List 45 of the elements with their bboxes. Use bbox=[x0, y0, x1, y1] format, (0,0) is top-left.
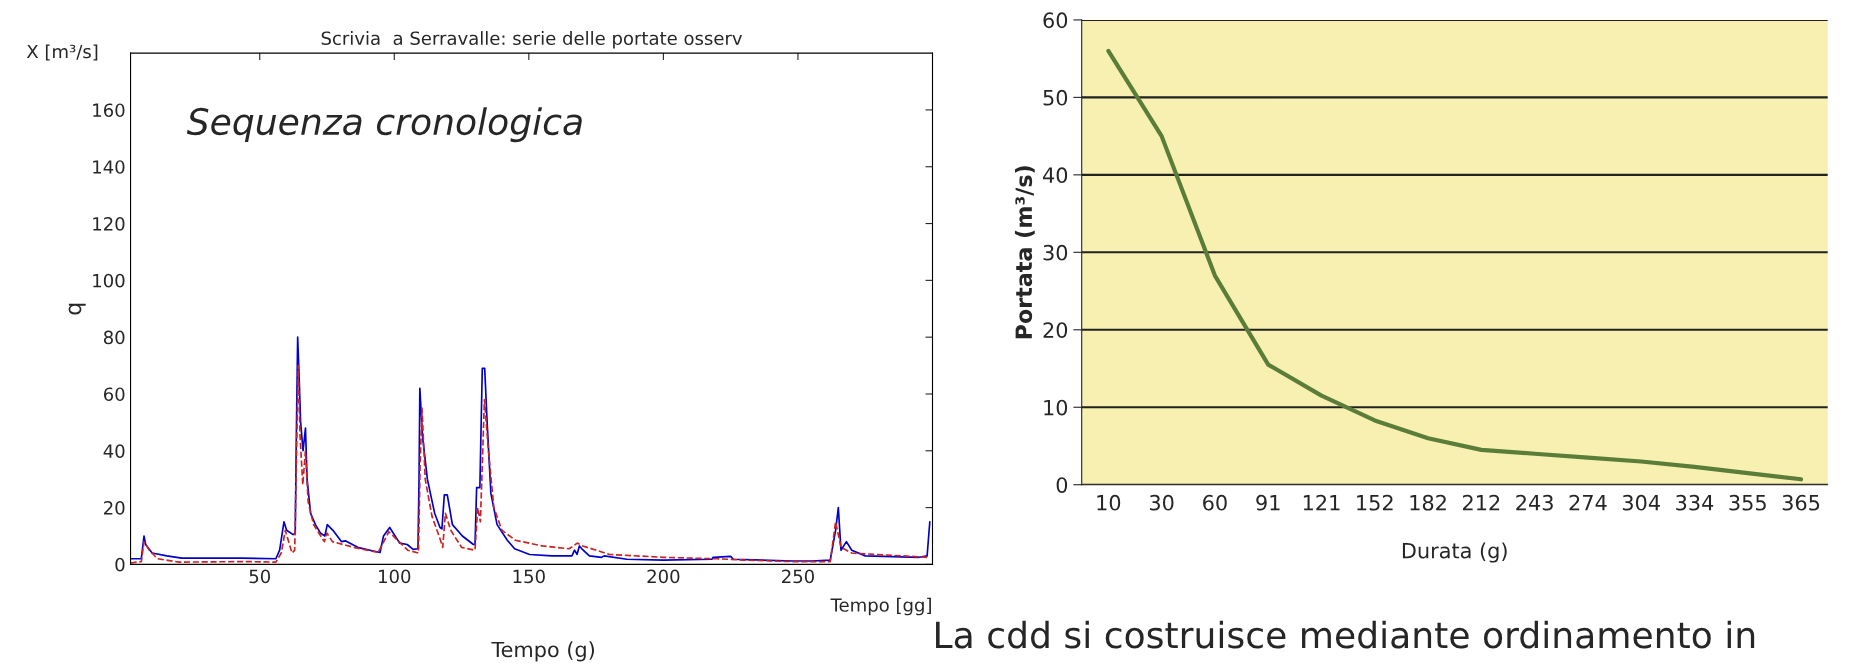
x-tick-label: 50 bbox=[249, 569, 271, 584]
y-tick-label: 10 bbox=[1044, 399, 1068, 416]
y-tick-label: 30 bbox=[1043, 244, 1068, 261]
x-tick-label: 250 bbox=[782, 569, 814, 584]
line-series bbox=[1106, 48, 1804, 482]
y-tick-label: 80 bbox=[103, 330, 125, 345]
chart-title: Scrivia a Serravalle: serie delle portate osserv bbox=[321, 31, 743, 49]
x-tick-label: 150 bbox=[513, 569, 545, 584]
x-tick-label: 304 bbox=[1622, 494, 1660, 511]
y-axis-title: q bbox=[68, 303, 86, 315]
x-tick-label: 100 bbox=[379, 569, 411, 584]
x-tick-label: 243 bbox=[1516, 494, 1553, 511]
x-tick-label: 91 bbox=[1256, 494, 1280, 511]
y-tick-label: 40 bbox=[103, 444, 125, 458]
y-tick-label: 40 bbox=[1043, 167, 1068, 184]
text: La cdd si costruisce mediante ordinamento in bbox=[936, 620, 1755, 649]
y-tick-label: 60 bbox=[103, 387, 125, 402]
x-axis-title: Durata (g) bbox=[1402, 542, 1507, 563]
y-tick-label: 20 bbox=[104, 501, 125, 515]
x-axis-title: Tempo [gg] bbox=[830, 597, 931, 616]
x-tick-label: 10 bbox=[1097, 494, 1121, 511]
y-tick-label: 50 bbox=[1043, 89, 1068, 106]
y-tick-label: 120 bbox=[93, 217, 125, 231]
x-tick-label: 274 bbox=[1569, 494, 1607, 511]
y-tick-label: 100 bbox=[93, 273, 125, 288]
x-tick-label: 182 bbox=[1410, 494, 1446, 511]
text: X [m³/s] bbox=[26, 44, 98, 61]
y-tick-label: 140 bbox=[93, 160, 125, 174]
x-tick-label: 200 bbox=[647, 569, 680, 584]
x-tick-label: 212 bbox=[1462, 494, 1500, 511]
x-tick-label: 355 bbox=[1729, 494, 1766, 511]
x-tick-label: 121 bbox=[1303, 494, 1340, 511]
y-tick-label: 160 bbox=[93, 103, 125, 118]
annotation: Sequenza cronologica bbox=[186, 107, 582, 143]
x-tick-label: 334 bbox=[1676, 494, 1714, 511]
text: Tempo (g) bbox=[491, 641, 595, 662]
x-tick-label: 365 bbox=[1782, 494, 1820, 511]
x-tick-label: 30 bbox=[1149, 494, 1174, 511]
y-tick-label: 0 bbox=[1056, 477, 1068, 493]
x-tick-label: 152 bbox=[1357, 494, 1393, 511]
y-axis-title: Portata (m³/s) bbox=[1014, 166, 1035, 339]
y-tick-label: 0 bbox=[115, 557, 125, 572]
x-tick-label: 60 bbox=[1203, 494, 1227, 511]
y-tick-label: 60 bbox=[1043, 12, 1068, 29]
y-tick-label: 20 bbox=[1043, 322, 1068, 338]
